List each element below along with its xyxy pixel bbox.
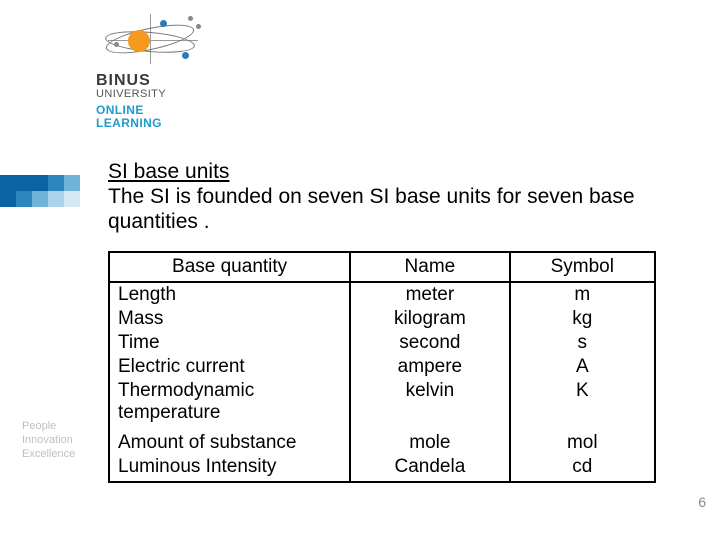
cell-symbol: kg [510,307,655,331]
cell-quantity: Time [109,331,350,355]
brand-line2: LEARNING [96,116,250,130]
palette-square [0,175,16,191]
table-header-quantity: Base quantity [109,252,350,282]
cell-quantity: Mass [109,307,350,331]
blue-dot-icon [182,52,189,59]
side-decoration [0,175,90,207]
palette-square [48,175,64,191]
palette-square [16,175,32,191]
palette-square [32,191,48,207]
tagline-line: Innovation [22,434,75,448]
tagline-line: People [22,420,75,434]
cell-name: mole [350,431,509,455]
cell-symbol: K [510,379,655,425]
palette-square [32,175,48,191]
cell-symbol: s [510,331,655,355]
si-units-table: Base quantity Name Symbol LengthmetermMa… [108,251,656,483]
table-header-symbol: Symbol [510,252,655,282]
cell-quantity: Length [109,282,350,307]
table-row: ThermodynamictemperaturekelvinK [109,379,655,425]
section-description: The SI is founded on seven SI base units… [108,185,668,235]
palette-square [64,191,80,207]
palette-square [0,191,16,207]
cell-quantity: Thermodynamictemperature [109,379,350,425]
cell-symbol: cd [510,455,655,482]
cell-symbol: A [510,355,655,379]
palette-square [48,191,64,207]
cell-symbol: mol [510,431,655,455]
tagline-line: Excellence [22,448,75,462]
brand-sub: UNIVERSITY [96,88,250,100]
brand-line1: ONLINE [96,103,250,117]
table-row: Masskilogramkg [109,307,655,331]
cell-name: kilogram [350,307,509,331]
table-header-name: Name [350,252,509,282]
table-row: Amount of substancemolemol [109,431,655,455]
cell-name: ampere [350,355,509,379]
cell-quantity: Electric current [109,355,350,379]
table-row: Timeseconds [109,331,655,355]
cell-name: meter [350,282,509,307]
cell-quantity: Amount of substance [109,431,350,455]
slide-content: SI base units The SI is founded on seven… [108,160,668,483]
table-row: Electric currentampereA [109,355,655,379]
blue-dot-icon [160,20,167,27]
tagline: People Innovation Excellence [22,420,75,461]
cell-quantity: Luminous Intensity [109,455,350,482]
section-heading: SI base units [108,160,668,184]
cell-name: kelvin [350,379,509,425]
logo-graphic [100,10,210,70]
palette-square [64,175,80,191]
brand-logo: BINUS UNIVERSITY ONLINE LEARNING [90,10,250,150]
page-number: 6 [698,494,706,510]
cell-name: second [350,331,509,355]
cell-name: Candela [350,455,509,482]
table-row: Luminous IntensityCandelacd [109,455,655,482]
orange-dot-icon [128,30,150,52]
palette-square [16,191,32,207]
table-row: Lengthmeterm [109,282,655,307]
cell-symbol: m [510,282,655,307]
